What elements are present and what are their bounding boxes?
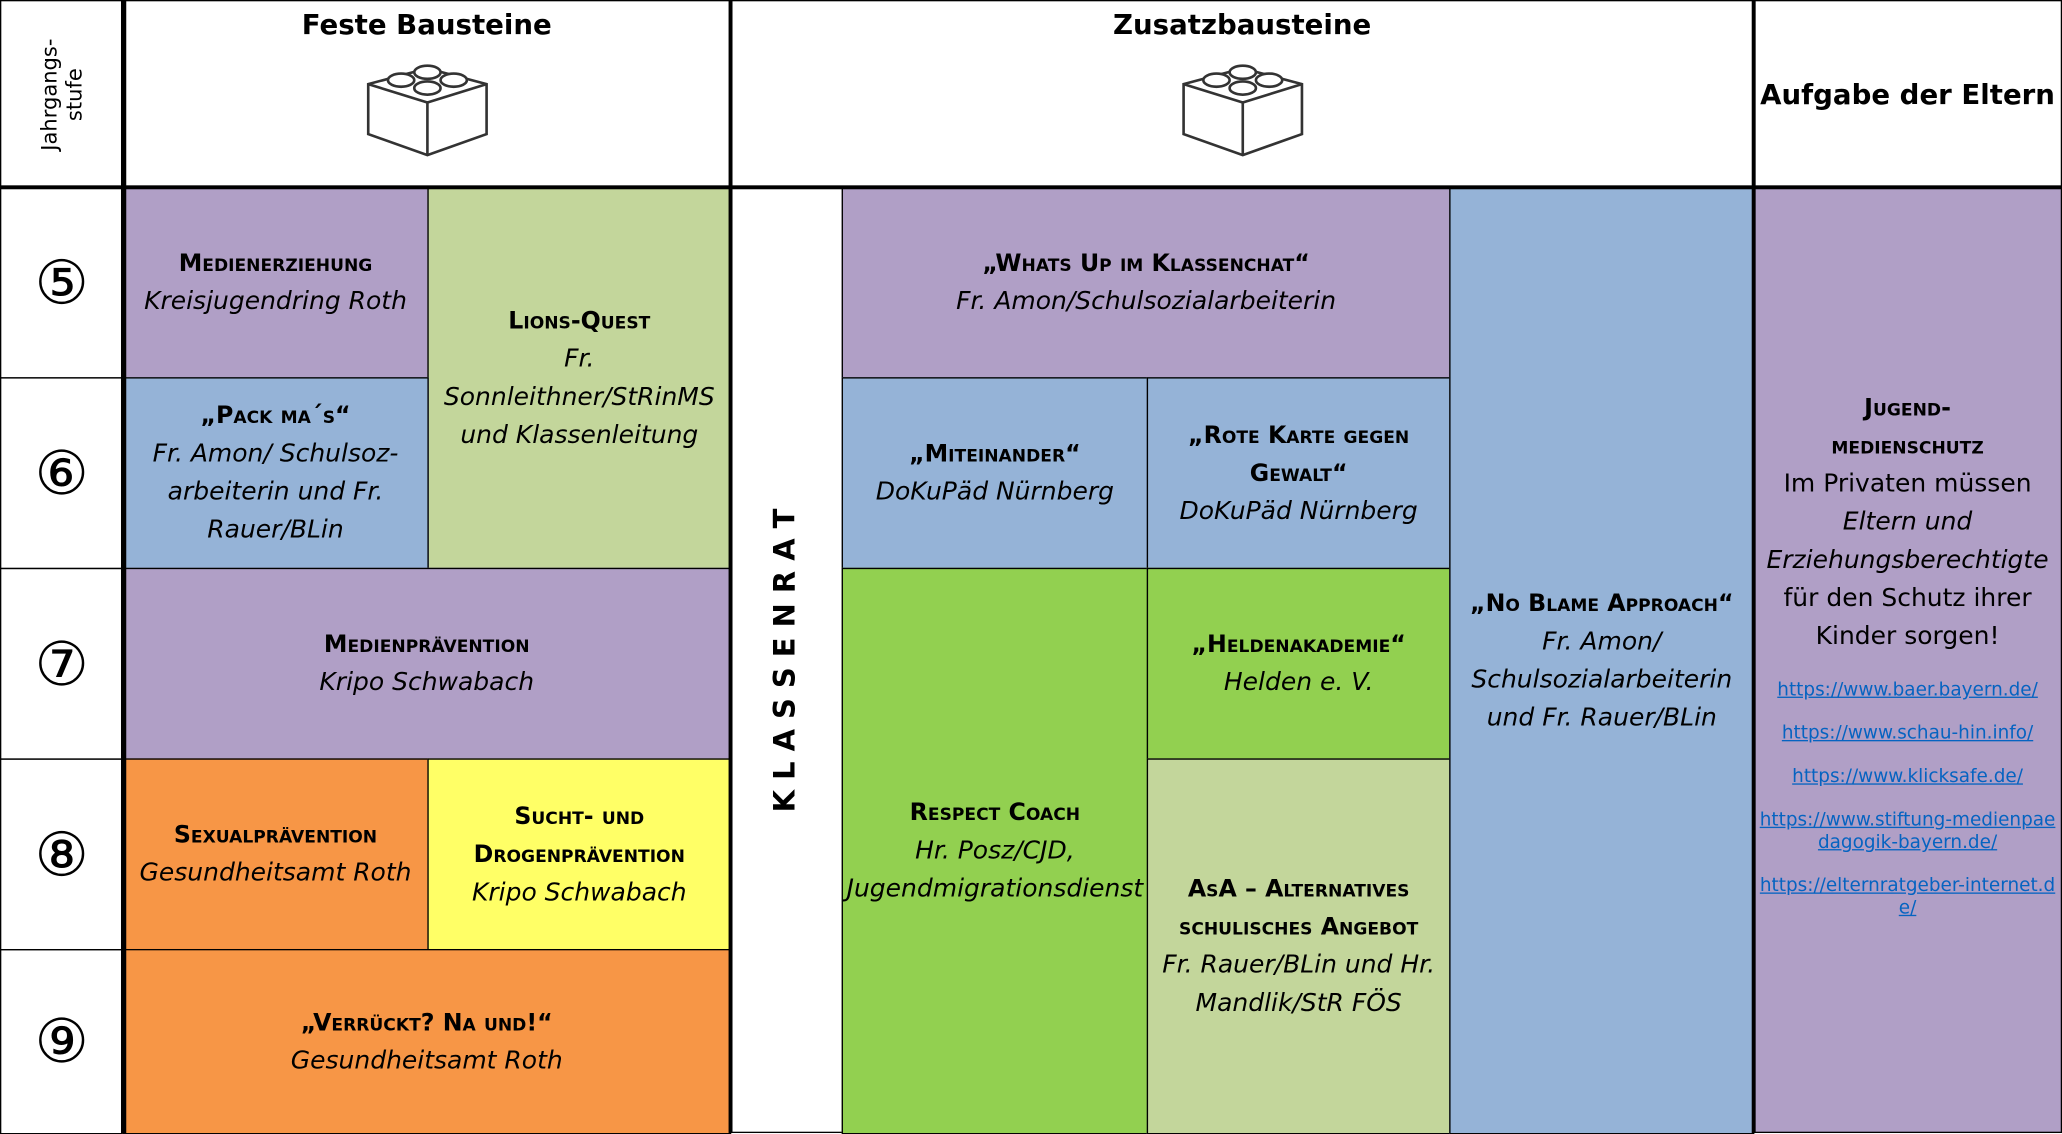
module-provider: Fr. Sonnleithner/StRinMS und Klassenleit… [443, 343, 715, 449]
divider [728, 0, 733, 1134]
divider [0, 185, 2062, 190]
module-cell: AsA – Alternatives schulisches Angebot Fr… [1146, 758, 1451, 1134]
fixed-header: Feste Bausteine [122, 0, 732, 188]
fixed-title: Feste Bausteine [301, 9, 552, 41]
module-cell: „Pack ma´s“ Fr. Amon/ Schulsoz-arbeiterin… [122, 377, 429, 570]
module-title: Medienprävention [323, 630, 530, 659]
parents-cell: Jugend-medienschutz Im Privaten müssen E… [1753, 186, 2062, 1134]
module-provider: Helden e. V. [1223, 667, 1374, 697]
parents-cell-title: Jugend-medienschutz [1831, 394, 1984, 461]
parents-title: Aufgabe der Eltern [1760, 78, 2055, 110]
grade-cell: ⑤ [0, 186, 124, 379]
module-title: „Heldenakademie“ [1191, 630, 1406, 659]
module-provider: Hr. Posz/CJD, Jugendmigrationsdienst [846, 835, 1144, 903]
grade-cell: ⑦ [0, 567, 124, 760]
klassenrat-text: K L A S S E N R A T [770, 507, 803, 812]
module-cell: „No Blame Approach“ Fr. Amon/ Schulsozial… [1449, 186, 1755, 1134]
module-cell: „Heldenakademie“ Helden e. V. [1146, 567, 1451, 760]
grade-cell: ⑨ [0, 948, 124, 1134]
module-provider: Fr. Amon/ Schulsoz-arbeiterin und Fr. Ra… [152, 439, 399, 545]
link[interactable]: https://www.klicksafe.de/ [1792, 766, 2023, 788]
module-provider: DoKuPäd Nürnberg [875, 477, 1115, 507]
module-title: Sucht- und Drogenprävention [473, 802, 685, 869]
parents-header: Aufgabe der Eltern [1753, 0, 2062, 188]
link[interactable]: https://elternratgeber-internet.de/ [1759, 875, 2056, 919]
module-title: „Whats Up im Klassenchat“ [982, 249, 1310, 278]
module-title: Lions-Quest [508, 306, 651, 335]
module-title: „Rote Karte gegen Gewalt“ [1188, 421, 1410, 487]
parents-text: für den Schutz ihrer Kinder sorgen! [1783, 583, 2032, 651]
module-title: „Verrückt? Na und!“ [300, 1008, 553, 1037]
module-cell: „Verrückt? Na und!“ Gesundheitsamt Roth [122, 948, 732, 1134]
module-title: Medienerziehung [178, 249, 373, 278]
module-cell: Sucht- und Drogenprävention Kripo Schwaba… [427, 758, 732, 951]
module-provider: Gesundheitsamt Roth [290, 1045, 563, 1075]
parents-text: Eltern und Erziehungsberechtigte [1766, 507, 2049, 575]
module-title: „Pack ma´s“ [200, 402, 351, 430]
grade-cell: ⑧ [0, 758, 124, 951]
module-title: Respect Coach [909, 799, 1081, 827]
module-cell: „Whats Up im Klassenchat“ Fr. Amon/Schuls… [841, 186, 1451, 379]
module-provider: Fr. Rauer/BLin und Hr. Mandlik/StR FÖS [1162, 950, 1436, 1018]
module-provider: Kripo Schwabach [319, 667, 535, 697]
grade-cell: ⑥ [0, 377, 124, 570]
link[interactable]: https://www.stiftung-medienpaedagogik-ba… [1759, 809, 2056, 854]
module-title: „Miteinander“ [909, 440, 1081, 468]
module-provider: Gesundheitsamt Roth [139, 858, 412, 888]
module-cell: Medienprävention Kripo Schwabach [122, 567, 732, 760]
module-title: Sexualprävention [173, 821, 378, 850]
module-cell: Lions-Quest Fr. Sonnleithner/StRinMS und … [427, 186, 732, 570]
divider [120, 0, 127, 1134]
brick-icon [1181, 64, 1303, 157]
module-cell: Respect Coach Hr. Posz/CJD, Jugendmigrati… [841, 567, 1149, 1134]
grade-header-text: Jahrgangs-stufe [36, 37, 87, 151]
klassenrat: K L A S S E N R A T [729, 186, 843, 1134]
extra-header: Zusatzbausteine [729, 0, 1755, 188]
module-cell: „Miteinander“ DoKuPäd Nürnberg [841, 377, 1149, 570]
module-provider: Fr. Amon/ Schulsozialarbeiterin und Fr. … [1471, 626, 1733, 732]
module-cell: „Rote Karte gegen Gewalt“ DoKuPäd Nürnber… [1146, 377, 1451, 570]
brick-icon [366, 64, 488, 157]
module-provider: DoKuPäd Nürnberg [1179, 496, 1418, 526]
grade-header: Jahrgangs-stufe [0, 0, 124, 188]
module-title: „No Blame Approach“ [1470, 589, 1734, 618]
divider [1751, 0, 1756, 1134]
link[interactable]: https://www.baer.bayern.de/ [1777, 679, 2038, 701]
module-cell: Medienerziehung Kreisjugendring Roth [122, 186, 429, 379]
parents-text: Im Privaten müssen [1783, 469, 2032, 499]
module-title: AsA – Alternatives schulisches Angebot [1179, 875, 1419, 942]
module-provider: Kreisjugendring Roth [144, 286, 407, 316]
module-provider: Fr. Amon/Schulsozialarbeiterin [956, 286, 1337, 316]
link[interactable]: https://www.schau-hin.info/ [1781, 722, 2034, 744]
extra-title: Zusatzbausteine [1112, 9, 1372, 41]
module-provider: Kripo Schwabach [471, 877, 687, 907]
module-cell: Sexualprävention Gesundheitsamt Roth [122, 758, 429, 951]
